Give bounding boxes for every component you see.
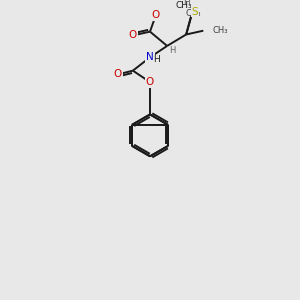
Text: O: O	[152, 11, 160, 20]
Text: S: S	[191, 7, 198, 17]
Text: CH₃: CH₃	[176, 2, 192, 10]
Text: H: H	[169, 46, 175, 55]
Text: H: H	[153, 55, 160, 64]
Text: N: N	[146, 52, 154, 62]
Text: O: O	[129, 30, 137, 40]
Text: O: O	[146, 77, 154, 87]
Text: CH₃: CH₃	[213, 26, 228, 35]
Text: CH₃: CH₃	[185, 9, 201, 18]
Text: O: O	[113, 70, 122, 80]
Text: H: H	[183, 0, 190, 7]
